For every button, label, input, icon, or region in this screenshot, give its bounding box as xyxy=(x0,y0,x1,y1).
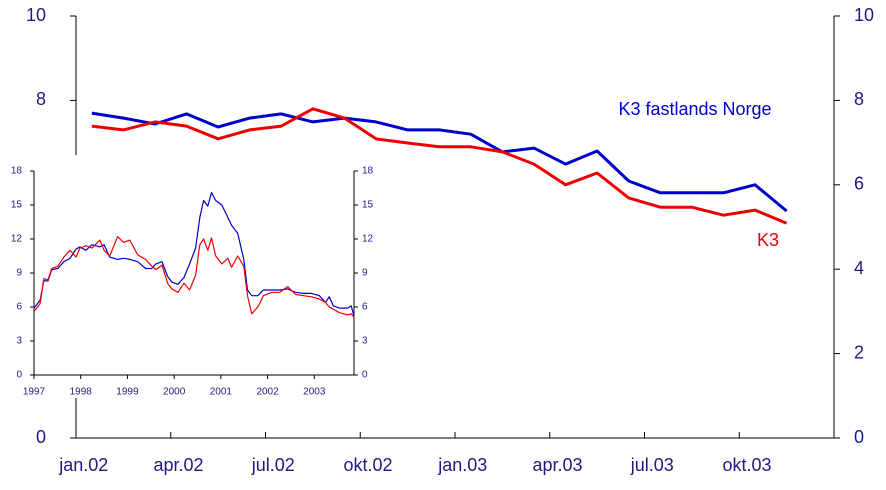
line-series xyxy=(91,111,788,213)
y2-tick-label: 8 xyxy=(854,89,864,109)
series-label: K3 fastlands Norge xyxy=(618,99,771,119)
y-tick-label: 18 xyxy=(11,166,23,177)
y-tick-label: 10 xyxy=(26,5,46,25)
series-label: K3 xyxy=(757,230,779,250)
x-tick-label: jul.02 xyxy=(251,455,295,475)
x-tick-label: 1998 xyxy=(70,387,93,398)
y2-tick-label: 6 xyxy=(362,302,368,313)
y-tick-label: 9 xyxy=(16,268,22,279)
x-tick-label: okt.02 xyxy=(344,455,393,475)
y-tick-label: 0 xyxy=(16,370,22,381)
y2-tick-label: 18 xyxy=(362,166,374,177)
y2-tick-label: 6 xyxy=(854,174,864,194)
y2-tick-label: 2 xyxy=(854,342,864,362)
y-tick-label: 12 xyxy=(11,234,23,245)
y-tick-label: 3 xyxy=(16,336,22,347)
x-tick-label: apr.02 xyxy=(154,455,204,475)
x-tick-label: jan.02 xyxy=(58,455,108,475)
y2-tick-label: 10 xyxy=(854,5,874,25)
y2-tick-label: 0 xyxy=(854,427,864,447)
line-series xyxy=(33,191,355,317)
y2-tick-label: 3 xyxy=(362,336,368,347)
y-tick-label: 6 xyxy=(16,302,22,313)
y2-tick-label: 0 xyxy=(362,370,368,381)
x-tick-label: 2003 xyxy=(303,387,326,398)
x-tick-label: 1999 xyxy=(116,387,139,398)
x-tick-label: apr.03 xyxy=(533,455,583,475)
x-tick-label: 2001 xyxy=(210,387,233,398)
y2-tick-label: 9 xyxy=(362,268,368,279)
y-tick-label: 0 xyxy=(36,427,46,447)
x-tick-label: 2000 xyxy=(163,387,186,398)
y-tick-label: 15 xyxy=(11,200,23,211)
x-tick-label: okt.03 xyxy=(723,455,772,475)
x-tick-label: 2002 xyxy=(256,387,279,398)
line-series xyxy=(91,107,788,225)
inset-chart: 1997 1998 1999 2000 2001 2002 2003 0 3 6 9 12 15 18 0 3… xyxy=(5,155,385,398)
y2-tick-label: 15 xyxy=(362,200,374,211)
x-tick-label: 1997 xyxy=(23,387,46,398)
y2-tick-label: 4 xyxy=(854,258,864,278)
x-tick-label: jul.03 xyxy=(630,455,674,475)
line-series xyxy=(33,236,355,318)
y2-tick-label: 12 xyxy=(362,234,374,245)
y-tick-label: 8 xyxy=(36,89,46,109)
x-tick-label: jan.03 xyxy=(437,455,487,475)
